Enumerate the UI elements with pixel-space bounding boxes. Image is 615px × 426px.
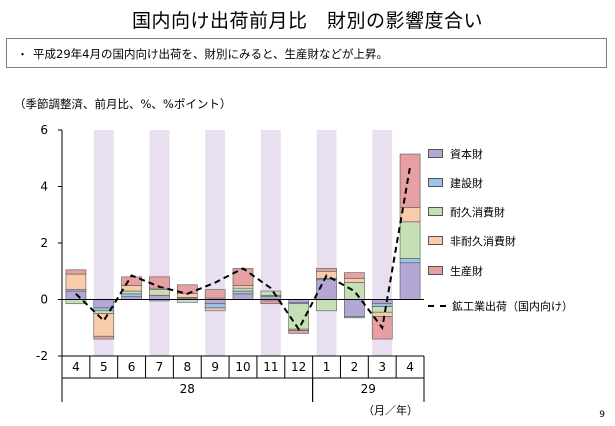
x-tick-label: 6 [128,360,136,374]
legend-label: 耐久消費財 [450,206,505,219]
x-tick-label: 4 [72,360,80,374]
summary-text: 平成29年4月の国内向け出荷を、財別にみると、生産財などが上昇。 [33,47,388,61]
shade-band [205,130,226,356]
x-tick-label: 10 [235,360,250,374]
legend-label: 建設財 [450,177,483,190]
x-tick-label: 9 [211,360,219,374]
bar-segment [371,299,393,305]
x-unit-label: （月／年） [363,403,418,417]
x-tick-label: 3 [378,360,386,374]
bar-segment [232,285,254,289]
bar-segment [232,290,254,295]
bar-segment [93,335,115,340]
year-label: 28 [180,382,195,396]
x-tick-label: 2 [351,360,359,374]
bar-segment [149,294,170,300]
shade-band [316,130,337,356]
legend-label: 鉱工業出荷（国内向け） [452,300,573,313]
bar-segment [344,278,365,283]
bar-segment [121,290,142,295]
bar-segment [399,258,421,264]
bar-segment [288,330,310,334]
y-tick-label: -2 [36,349,48,363]
x-tick-label: 4 [406,360,414,374]
bar-segment [316,299,337,312]
legend-label: 資本財 [450,148,483,161]
bar-segment [121,276,142,286]
page-number: 9 [599,410,605,420]
x-tick-label: 1 [323,360,331,374]
y-tick-label: 6 [40,123,48,137]
bar-segment [371,306,393,313]
bar-segment [344,316,365,319]
bar-segment [204,307,226,312]
legend-label: 生産財 [450,265,483,278]
legend-swatch [428,178,443,187]
x-tick-label: 7 [156,360,164,374]
bar-segment [260,290,282,296]
bar-segment [121,285,142,292]
legend-swatch [428,266,443,275]
bar-segment [65,290,87,300]
bar-segment [121,293,142,297]
legend-label: 非耐久消費財 [450,235,516,248]
bar-segment [344,282,365,300]
bar-segment [399,262,421,300]
bar-segment [65,273,87,290]
shade-band [149,130,170,356]
bar-segment [65,269,87,275]
bar-segment [399,221,421,259]
legend-swatch [428,207,443,216]
bar-segment [204,303,226,309]
y-tick-label: 2 [40,236,48,250]
bar-segment [399,153,421,208]
bar-segment [371,311,393,317]
y-tick-label: 4 [40,180,48,194]
x-tick-label: 5 [100,360,108,374]
shade-band [260,130,281,356]
bar-segment [149,289,170,296]
bar-segment [204,299,226,305]
bar-segment [93,313,115,337]
legend-dash-line [428,305,446,307]
x-tick-label: 11 [263,360,278,374]
x-tick-label: 8 [183,360,191,374]
year-label: 29 [361,382,376,396]
bar-segment [316,268,337,272]
summary-box: ・ 平成29年4月の国内向け出荷を、財別にみると、生産財などが上昇。 [6,38,607,68]
bar-segment [93,310,115,314]
y-tick-label: 0 [40,293,48,307]
bar-segment [371,303,393,307]
bar-segment [232,293,254,300]
page-title: 国内向け出荷前月比 財別の影響度合い [131,10,483,32]
legend-swatch [428,149,443,158]
bar-segment [232,287,254,292]
bar-segment [93,299,115,309]
total-line [75,166,412,332]
legend-swatch [428,236,443,245]
bar-segment [344,299,365,317]
bar-segment [344,272,365,279]
x-tick-label: 12 [291,360,306,374]
bar-segment [260,300,282,305]
bar-segment [204,289,226,299]
units-note: （季節調整済、前月比、%、%ポイント） [14,97,232,111]
summary-bullet: ・ [17,48,28,61]
